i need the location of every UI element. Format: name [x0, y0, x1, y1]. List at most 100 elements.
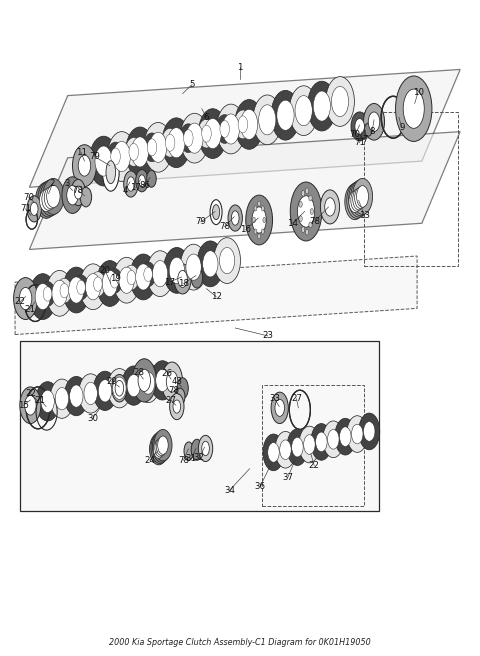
Text: 22: 22: [25, 389, 36, 398]
Text: 28: 28: [133, 368, 144, 377]
Text: 86: 86: [140, 181, 151, 190]
Ellipse shape: [70, 385, 83, 407]
Text: 78: 78: [309, 216, 320, 226]
Ellipse shape: [144, 133, 160, 162]
Text: 23: 23: [262, 331, 273, 340]
Ellipse shape: [396, 76, 432, 142]
Ellipse shape: [40, 180, 62, 216]
Ellipse shape: [67, 185, 78, 205]
Ellipse shape: [310, 209, 313, 215]
Text: 78: 78: [178, 456, 189, 464]
Text: 11: 11: [76, 148, 86, 157]
Ellipse shape: [122, 366, 146, 405]
Ellipse shape: [42, 188, 55, 210]
Ellipse shape: [85, 274, 101, 300]
Ellipse shape: [228, 205, 242, 231]
Ellipse shape: [30, 202, 38, 215]
Ellipse shape: [202, 125, 211, 142]
Ellipse shape: [90, 272, 106, 297]
Ellipse shape: [277, 100, 294, 131]
Ellipse shape: [178, 270, 187, 287]
Ellipse shape: [258, 201, 261, 206]
Ellipse shape: [292, 438, 303, 457]
Text: 79: 79: [195, 217, 206, 226]
Ellipse shape: [20, 387, 41, 424]
Text: 32: 32: [194, 453, 205, 462]
Ellipse shape: [43, 178, 64, 215]
Ellipse shape: [147, 251, 173, 297]
Ellipse shape: [55, 388, 69, 410]
Ellipse shape: [113, 142, 131, 172]
Ellipse shape: [331, 87, 348, 117]
Text: 18: 18: [178, 279, 189, 288]
Text: 30: 30: [87, 414, 98, 423]
Ellipse shape: [39, 189, 53, 211]
Ellipse shape: [169, 257, 184, 283]
Ellipse shape: [157, 436, 168, 455]
Ellipse shape: [263, 217, 266, 222]
Text: 78: 78: [168, 386, 180, 395]
Ellipse shape: [41, 390, 54, 413]
Text: 4: 4: [122, 186, 128, 195]
Ellipse shape: [253, 95, 282, 145]
Text: 7: 7: [363, 135, 368, 144]
Text: 21: 21: [24, 305, 35, 314]
Ellipse shape: [102, 270, 118, 297]
Ellipse shape: [72, 145, 96, 186]
Ellipse shape: [348, 181, 369, 217]
Ellipse shape: [110, 274, 119, 288]
Ellipse shape: [94, 277, 102, 291]
Ellipse shape: [153, 260, 168, 287]
Ellipse shape: [52, 280, 67, 306]
Ellipse shape: [36, 382, 60, 421]
Text: 79: 79: [89, 152, 100, 161]
Ellipse shape: [130, 254, 157, 300]
Ellipse shape: [308, 81, 336, 131]
Ellipse shape: [191, 440, 203, 461]
Ellipse shape: [231, 211, 239, 225]
Text: 26: 26: [162, 369, 173, 379]
Ellipse shape: [335, 419, 356, 455]
Ellipse shape: [347, 416, 368, 453]
Ellipse shape: [355, 119, 364, 134]
Polygon shape: [29, 132, 460, 249]
Ellipse shape: [80, 187, 92, 207]
Ellipse shape: [138, 369, 151, 392]
Ellipse shape: [19, 287, 32, 310]
Ellipse shape: [254, 229, 257, 234]
Ellipse shape: [271, 392, 288, 424]
Ellipse shape: [151, 361, 174, 400]
Ellipse shape: [60, 283, 69, 298]
Text: 70: 70: [349, 131, 360, 139]
Ellipse shape: [107, 268, 122, 293]
Ellipse shape: [173, 400, 180, 413]
Ellipse shape: [347, 182, 367, 218]
Ellipse shape: [71, 179, 85, 205]
Ellipse shape: [124, 171, 138, 197]
Ellipse shape: [324, 197, 335, 216]
Ellipse shape: [305, 188, 309, 194]
Ellipse shape: [197, 241, 224, 287]
Ellipse shape: [214, 237, 240, 283]
Text: 17: 17: [130, 184, 141, 192]
Ellipse shape: [268, 443, 279, 462]
Ellipse shape: [246, 195, 273, 245]
Ellipse shape: [136, 264, 151, 290]
Ellipse shape: [175, 388, 185, 405]
Ellipse shape: [353, 188, 365, 210]
Ellipse shape: [295, 96, 312, 126]
Ellipse shape: [259, 105, 276, 135]
Ellipse shape: [210, 199, 222, 224]
Ellipse shape: [163, 247, 190, 293]
Ellipse shape: [174, 264, 191, 294]
Text: 22: 22: [309, 461, 320, 470]
Text: 29: 29: [106, 377, 117, 386]
Text: 17: 17: [164, 277, 175, 287]
Text: 24: 24: [144, 456, 156, 464]
Text: 21: 21: [35, 396, 46, 405]
Ellipse shape: [50, 379, 74, 419]
Ellipse shape: [106, 161, 116, 184]
Text: 2: 2: [49, 180, 55, 188]
Ellipse shape: [77, 280, 85, 295]
Text: 3: 3: [64, 180, 70, 188]
